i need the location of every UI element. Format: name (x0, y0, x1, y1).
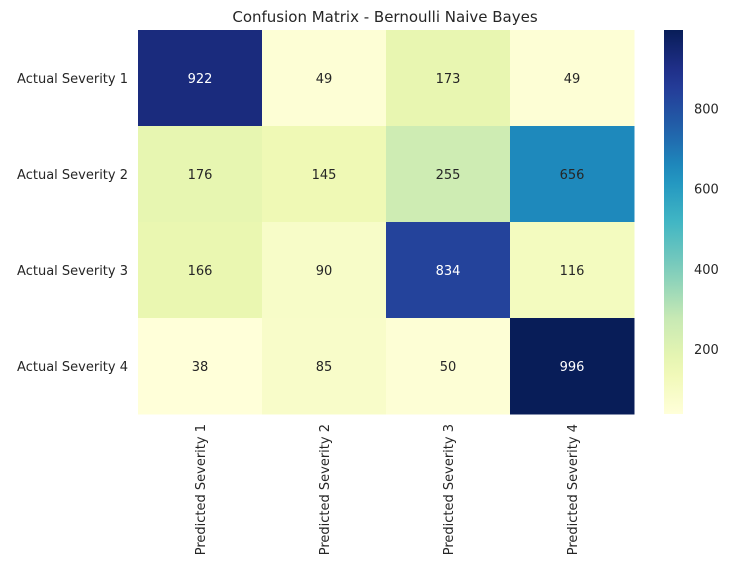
y-axis-tick-labels: Actual Severity 1 Actual Severity 2 Actual… (17, 72, 128, 375)
colorbar-tick-label: 800 (694, 103, 719, 118)
heatmap-cell-r4-c4 (510, 318, 635, 415)
y-tick-label: Actual Severity 1 (17, 72, 128, 87)
heatmap-cell-r2-c3 (386, 126, 511, 223)
cell-value-label: 255 (436, 168, 461, 183)
cell-value-label: 656 (560, 168, 585, 183)
cell-value-label: 166 (188, 264, 213, 279)
heatmap-cell-labels: 922 49 173 49 176 145 255 656 166 90 834 116 38 85 50 9… (188, 72, 585, 375)
heatmap-cell-r4-c2 (262, 318, 387, 415)
x-tick-label: Predicted Severity 3 (442, 424, 457, 555)
cell-value-label: 996 (560, 360, 585, 375)
heatmap-cell-r3-c3 (386, 222, 511, 319)
heatmap-cell-r2-c2 (262, 126, 387, 223)
cell-value-label: 38 (192, 360, 209, 375)
cell-value-label: 176 (188, 168, 213, 183)
cell-value-label: 90 (316, 264, 333, 279)
cell-value-label: 49 (316, 72, 333, 87)
cell-value-label: 116 (560, 264, 585, 279)
heatmap-cells (138, 30, 635, 415)
cell-value-label: 49 (564, 72, 581, 87)
chart-title: Confusion Matrix - Bernoulli Naive Bayes (232, 8, 537, 26)
heatmap-cell-r1-c1 (138, 30, 263, 127)
heatmap-cell-r1-c4 (510, 30, 635, 127)
colorbar-gradient (664, 30, 683, 414)
heatmap-cell-r3-c1 (138, 222, 263, 319)
y-tick-label: Actual Severity 2 (17, 168, 128, 183)
cell-value-label: 173 (436, 72, 461, 87)
cell-value-label: 145 (312, 168, 337, 183)
x-axis-tick-labels: Predicted Severity 1 Predicted Severity 2… (194, 424, 581, 555)
x-tick-label: Predicted Severity 4 (566, 424, 581, 555)
heatmap-cell-r1-c3 (386, 30, 511, 127)
heatmap-cell-r1-c2 (262, 30, 387, 127)
y-tick-label: Actual Severity 3 (17, 264, 128, 279)
x-tick-label: Predicted Severity 2 (318, 424, 333, 555)
cell-value-label: 922 (188, 72, 213, 87)
colorbar: 200 400 600 800 (664, 30, 719, 414)
cell-value-label: 50 (440, 360, 457, 375)
heatmap-cell-r3-c2 (262, 222, 387, 319)
heatmap-cell-r4-c1 (138, 318, 263, 415)
colorbar-tick-label: 400 (694, 263, 719, 278)
cell-value-label: 85 (316, 360, 333, 375)
x-tick-label: Predicted Severity 1 (194, 424, 209, 555)
colorbar-tick-label: 200 (694, 343, 719, 358)
heatmap-cell-r2-c4 (510, 126, 635, 223)
colorbar-tick-label: 600 (694, 183, 719, 198)
heatmap-cell-r2-c1 (138, 126, 263, 223)
y-tick-label: Actual Severity 4 (17, 360, 128, 375)
heatmap-cell-r3-c4 (510, 222, 635, 319)
cell-value-label: 834 (436, 264, 461, 279)
heatmap-cell-r4-c3 (386, 318, 511, 415)
